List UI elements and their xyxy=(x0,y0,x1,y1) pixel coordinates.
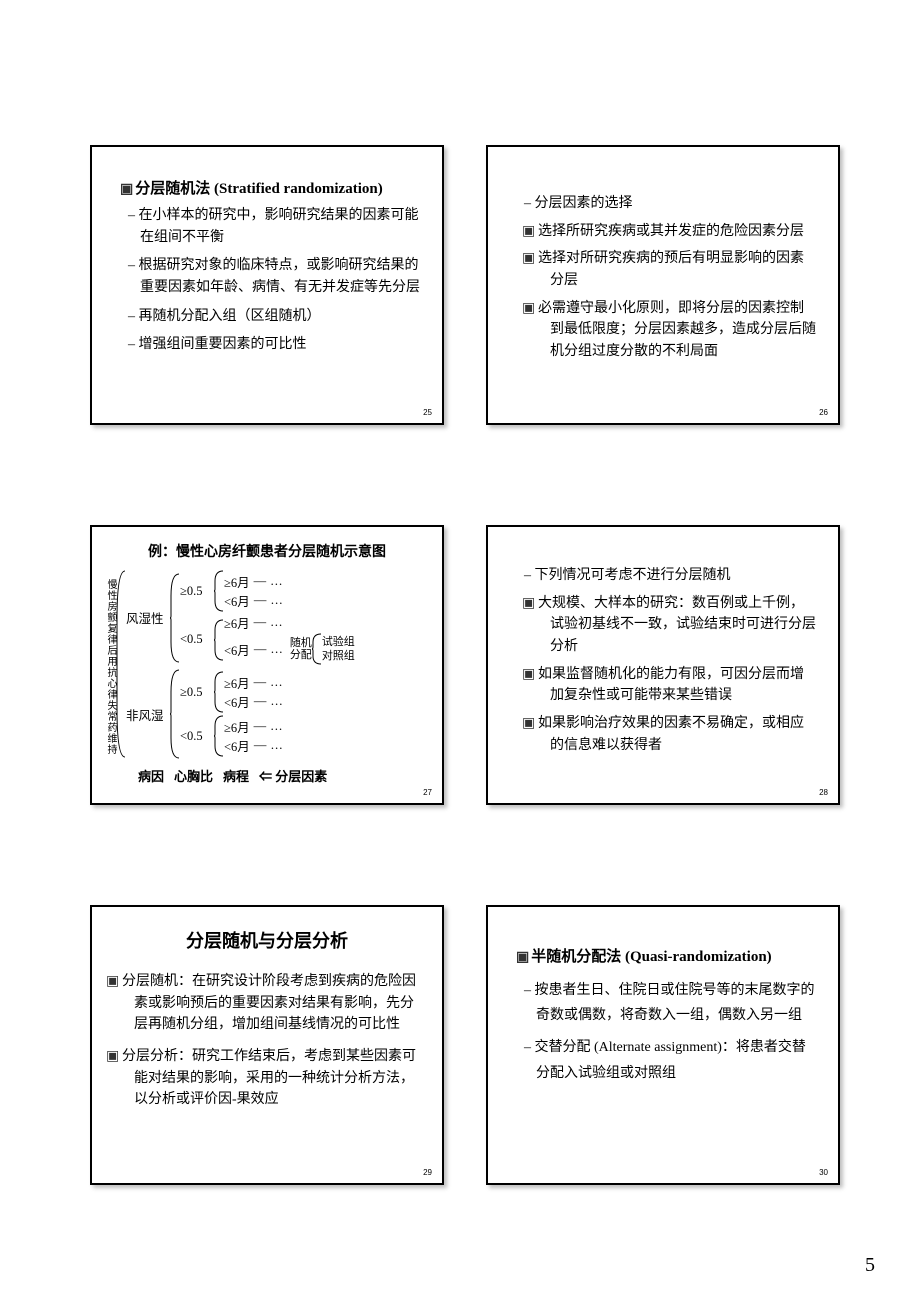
page: ▣分层随机法 (Stratified randomization) – 在小样本… xyxy=(0,0,920,1302)
etiology-col: 风湿性 ≥0.5 ≥6月 — … <6月 — … xyxy=(126,569,355,760)
slide-27: 例：慢性心房纤颤患者分层随机示意图 慢性房颤复律后用抗心律失常药维持 风湿性 ≥… xyxy=(90,525,444,805)
slide-title: ▣半随机分配法 (Quasi-randomization) xyxy=(510,945,816,966)
slide-title: ▣分层随机法 (Stratified randomization) xyxy=(114,177,420,198)
footer-item: 心胸比 xyxy=(174,766,213,785)
duration-col: ≥6月 — … <6月 — … 随机分配 xyxy=(224,613,355,666)
ratio-level: ≥0.5 xyxy=(180,685,214,700)
bullet: ▣大规模、大样本的研究：数百例或上千例，试验初基线不一致，试验结束时可进行分层分… xyxy=(550,593,816,658)
bullet: ▣选择对所研究疾病的预后有明显影响的因素分层 xyxy=(550,248,816,291)
etiology-level: 风湿性 xyxy=(126,608,170,627)
bullet: – 交替分配 (Alternate assignment)：将患者交替分配入试验… xyxy=(536,1035,816,1085)
vertical-label: 慢性房颤复律后用抗心律失常药维持 xyxy=(100,569,116,760)
ratio-level: <0.5 xyxy=(180,729,214,744)
bracket-icon xyxy=(170,668,180,760)
footer-item: 病因 xyxy=(138,766,164,785)
ratio-row: ≥0.5 ≥6月 — … <6月 — … xyxy=(180,569,355,613)
bracket-icon xyxy=(312,632,322,666)
bullet: ▣如果影响治疗效果的因素不易确定，或相应的信息难以获得者 xyxy=(550,713,816,756)
ratio-col: ≥0.5 ≥6月 — … <6月 — … <0.5 xyxy=(180,670,284,758)
slide-number: 30 xyxy=(819,1168,828,1177)
footer-arrow-label: ⇐ 分层因素 xyxy=(259,766,327,785)
leaf: <6月 — … xyxy=(224,591,284,610)
etiology-level: 非风湿 xyxy=(126,705,170,724)
title-text: 半随机分配法 (Quasi-randomization) xyxy=(531,949,771,965)
leaf: ≥6月 — … xyxy=(224,613,355,632)
bracket-icon xyxy=(170,572,180,664)
slide-number: 26 xyxy=(819,408,828,417)
tree-diagram: 慢性房颤复律后用抗心律失常药维持 风湿性 ≥0.5 ≥6月 — … xyxy=(100,569,434,760)
group-exp: 试验组 xyxy=(322,635,355,649)
page-number: 5 xyxy=(865,1254,875,1277)
bracket-icon xyxy=(214,670,224,714)
slide-28: – 下列情况可考虑不进行分层随机 ▣大规模、大样本的研究：数百例或上千例，试验初… xyxy=(486,525,840,805)
bullet: – 在小样本的研究中，影响研究结果的因素可能在组间不平衡 xyxy=(140,205,420,248)
etiology-row: 风湿性 ≥0.5 ≥6月 — … <6月 — … xyxy=(126,569,355,666)
slide-25: ▣分层随机法 (Stratified randomization) – 在小样本… xyxy=(90,145,444,425)
etiology-row: 非风湿 ≥0.5 ≥6月 — … <6月 — … xyxy=(126,668,355,760)
allocation-label: 随机分配 试验组 对照组 xyxy=(290,632,355,666)
leaf: ≥6月 — … xyxy=(224,572,284,591)
group-ctrl: 对照组 xyxy=(322,649,355,663)
slide-number: 25 xyxy=(423,408,432,417)
bullet: ▣选择所研究疾病或其并发症的危险因素分层 xyxy=(550,221,816,243)
bullet: ▣分层随机：在研究设计阶段考虑到疾病的危险因素或影响预后的重要因素对结果有影响，… xyxy=(120,971,420,1036)
subheading: – 分层因素的选择 xyxy=(536,193,816,215)
slide-26: – 分层因素的选择 ▣选择所研究疾病或其并发症的危险因素分层 ▣选择对所研究疾病… xyxy=(486,145,840,425)
ratio-level: ≥0.5 xyxy=(180,584,214,599)
bracket-icon xyxy=(116,569,126,759)
ratio-level: <0.5 xyxy=(180,632,214,647)
leaf: <6月 — … xyxy=(224,692,284,711)
leaf: <6月 — … xyxy=(224,736,284,755)
duration-col: ≥6月 — … <6月 — … xyxy=(224,572,284,610)
bullet: ▣如果监督随机化的能力有限，可因分层而增加复杂性或可能带来某些错误 xyxy=(550,664,816,707)
leaf: ≥6月 — … xyxy=(224,717,284,736)
bracket-icon xyxy=(214,569,224,613)
square-bullet-icon: ▣ xyxy=(516,949,529,963)
slide-number: 28 xyxy=(819,788,828,797)
duration-col: ≥6月 — … <6月 — … xyxy=(224,673,284,711)
subheading: – 下列情况可考虑不进行分层随机 xyxy=(536,565,816,587)
bullet: ▣必需遵守最小化原则，即将分层的因素控制到最低限度；分层因素越多，造成分层后随机… xyxy=(550,298,816,363)
footer-item: 病程 xyxy=(223,766,249,785)
ratio-row: ≥0.5 ≥6月 — … <6月 — … xyxy=(180,670,284,714)
bullet: ▣分层分析：研究工作结束后，考虑到某些因素可能对结果的影响，采用的一种统计分析方… xyxy=(120,1046,420,1111)
bullet: – 再随机分配入组（区组随机） xyxy=(140,306,420,328)
bracket-icon xyxy=(214,714,224,758)
stratification-factors-footer: 病因 心胸比 病程 ⇐ 分层因素 xyxy=(100,766,434,785)
slide-number: 29 xyxy=(423,1168,432,1177)
ratio-row: <0.5 ≥6月 — … <6月 — … xyxy=(180,714,284,758)
bullet: – 增强组间重要因素的可比性 xyxy=(140,334,420,356)
duration-col: ≥6月 — … <6月 — … xyxy=(224,717,284,755)
bullet: – 根据研究对象的临床特点，或影响研究结果的重要因素如年龄、病情、有无并发症等先… xyxy=(140,255,420,298)
leaf-with-allocation: <6月 — … 随机分配 试验组 xyxy=(224,632,355,666)
slide-number: 27 xyxy=(423,788,432,797)
slide-30: ▣半随机分配法 (Quasi-randomization) – 按患者生日、住院… xyxy=(486,905,840,1185)
bullet: – 按患者生日、住院日或住院号等的末尾数字的奇数或偶数，将奇数入一组，偶数入另一… xyxy=(536,978,816,1028)
bracket-icon xyxy=(214,618,224,662)
title-text: 分层随机法 (Stratified randomization) xyxy=(135,181,382,197)
slide-29: 分层随机与分层分析 ▣分层随机：在研究设计阶段考虑到疾病的危险因素或影响预后的重… xyxy=(90,905,444,1185)
leaf: ≥6月 — … xyxy=(224,673,284,692)
ratio-row: <0.5 ≥6月 — … <6月 — … 随机分配 xyxy=(180,613,355,666)
slide-grid: ▣分层随机法 (Stratified randomization) – 在小样本… xyxy=(90,145,840,1185)
square-bullet-icon: ▣ xyxy=(120,181,133,195)
ratio-col: ≥0.5 ≥6月 — … <6月 — … <0.5 xyxy=(180,569,355,666)
slide-heading: 分层随机与分层分析 xyxy=(114,927,420,953)
diagram-title: 例：慢性心房纤颤患者分层随机示意图 xyxy=(100,541,434,561)
